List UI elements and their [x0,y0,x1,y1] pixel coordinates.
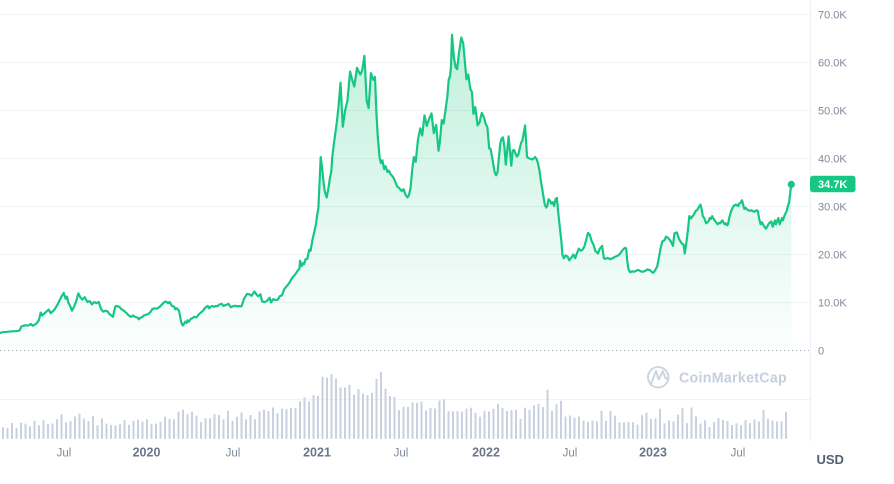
svg-text:40.0K: 40.0K [818,154,847,166]
svg-text:2021: 2021 [303,446,331,460]
svg-text:Jul: Jul [563,448,578,460]
svg-text:2022: 2022 [472,446,500,460]
svg-text:2020: 2020 [133,446,161,460]
svg-text:Jul: Jul [394,448,409,460]
svg-text:Jul: Jul [226,448,241,460]
svg-text:60.0K: 60.0K [818,58,847,70]
svg-text:34.7K: 34.7K [818,179,847,191]
svg-text:70.0K: 70.0K [818,10,847,22]
svg-text:0: 0 [818,346,824,358]
svg-text:2023: 2023 [639,446,667,460]
svg-text:Jul: Jul [731,448,746,460]
svg-text:CoinMarketCap: CoinMarketCap [679,371,787,387]
svg-text:50.0K: 50.0K [818,106,847,118]
svg-text:30.0K: 30.0K [818,202,847,214]
svg-text:20.0K: 20.0K [818,250,847,262]
svg-text:10.0K: 10.0K [818,298,847,310]
svg-text:USD: USD [817,452,844,467]
svg-text:Jul: Jul [57,448,72,460]
